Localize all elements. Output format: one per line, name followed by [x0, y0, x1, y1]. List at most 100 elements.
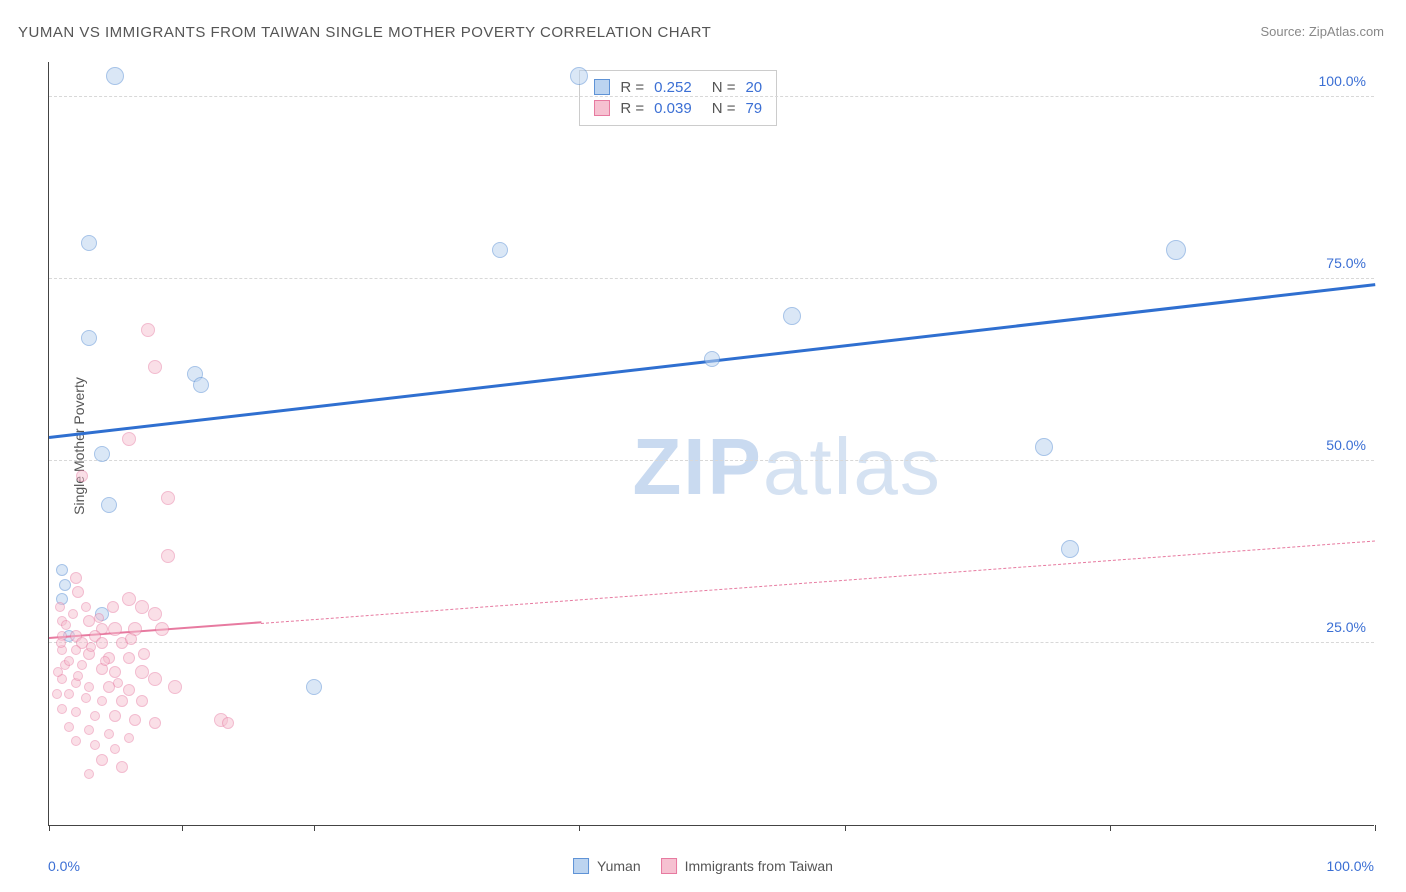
data-point	[83, 615, 95, 627]
data-point	[94, 446, 110, 462]
legend-swatch	[661, 858, 677, 874]
legend-item: Yuman	[573, 858, 641, 874]
data-point	[64, 656, 74, 666]
data-point	[122, 592, 136, 606]
data-point	[1035, 438, 1053, 456]
x-tick	[579, 825, 580, 831]
data-point	[81, 235, 97, 251]
x-tick	[1375, 825, 1376, 831]
legend-item: Immigrants from Taiwan	[661, 858, 833, 874]
data-point	[148, 607, 162, 621]
data-point	[90, 740, 100, 750]
legend-swatch	[594, 100, 610, 116]
watermark-bold: ZIP	[632, 422, 762, 511]
x-tick	[845, 825, 846, 831]
data-point	[168, 680, 182, 694]
watermark: ZIPatlas	[632, 421, 941, 513]
data-point	[81, 602, 91, 612]
data-point	[96, 754, 108, 766]
legend-swatch	[573, 858, 589, 874]
data-point	[90, 711, 100, 721]
data-point	[113, 678, 123, 688]
data-point	[52, 689, 62, 699]
data-point	[61, 620, 71, 630]
source-label: Source: ZipAtlas.com	[1260, 24, 1384, 39]
data-point	[109, 666, 121, 678]
y-tick-label: 100.0%	[1319, 73, 1366, 89]
data-point	[124, 733, 134, 743]
data-point	[71, 736, 81, 746]
data-point	[1166, 240, 1186, 260]
data-point	[81, 330, 97, 346]
data-point	[116, 695, 128, 707]
data-point	[161, 491, 175, 505]
data-point	[72, 586, 84, 598]
stats-n-value: 79	[745, 100, 762, 117]
stats-r-label: R =	[620, 79, 644, 96]
y-tick-label: 75.0%	[1326, 255, 1366, 271]
x-axis-min-label: 0.0%	[48, 858, 80, 874]
data-point	[71, 707, 81, 717]
data-point	[59, 579, 71, 591]
data-point	[56, 564, 68, 576]
data-point	[57, 704, 67, 714]
data-point	[84, 682, 94, 692]
data-point	[86, 642, 96, 652]
data-point	[104, 729, 114, 739]
data-point	[193, 377, 209, 393]
data-point	[53, 667, 63, 677]
stats-r-label: R =	[620, 100, 644, 117]
data-point	[96, 637, 108, 649]
chart-container: YUMAN VS IMMIGRANTS FROM TAIWAN SINGLE M…	[0, 0, 1406, 892]
bottom-legend: Yuman Immigrants from Taiwan	[573, 858, 833, 874]
stats-r-value: 0.252	[654, 79, 692, 96]
data-point	[68, 609, 78, 619]
data-point	[122, 432, 136, 446]
plot-area: ZIPatlas R = 0.252N = 20R = 0.039N = 79 …	[48, 62, 1374, 826]
gridline-h	[49, 278, 1374, 279]
data-point	[129, 714, 141, 726]
data-point	[135, 600, 149, 614]
gridline-h	[49, 460, 1374, 461]
gridline-h	[49, 96, 1374, 97]
y-tick-label: 50.0%	[1326, 437, 1366, 453]
watermark-light: atlas	[763, 422, 942, 511]
data-point	[125, 633, 137, 645]
stats-n-label: N =	[712, 100, 736, 117]
data-point	[155, 622, 169, 636]
stats-row: R = 0.039 N = 79	[594, 98, 762, 119]
data-point	[73, 671, 83, 681]
data-point	[71, 645, 81, 655]
trend-line-dashed	[261, 540, 1375, 624]
data-point	[76, 470, 88, 482]
data-point	[149, 717, 161, 729]
data-point	[110, 744, 120, 754]
data-point	[55, 602, 65, 612]
data-point	[116, 761, 128, 773]
data-point	[64, 722, 74, 732]
x-tick	[49, 825, 50, 831]
data-point	[222, 717, 234, 729]
stats-legend-box: R = 0.252N = 20R = 0.039N = 79	[579, 70, 777, 126]
x-axis-max-label: 100.0%	[1327, 858, 1374, 874]
data-point	[94, 613, 104, 623]
legend-swatch	[594, 79, 610, 95]
data-point	[123, 652, 135, 664]
x-tick	[314, 825, 315, 831]
data-point	[148, 672, 162, 686]
data-point	[161, 549, 175, 563]
data-point	[492, 242, 508, 258]
data-point	[148, 360, 162, 374]
data-point	[141, 323, 155, 337]
legend-label: Yuman	[597, 858, 641, 874]
legend-label: Immigrants from Taiwan	[685, 858, 833, 874]
data-point	[306, 679, 322, 695]
data-point	[97, 696, 107, 706]
stats-r-value: 0.039	[654, 100, 692, 117]
data-point	[81, 693, 91, 703]
data-point	[108, 622, 122, 636]
data-point	[136, 695, 148, 707]
data-point	[1061, 540, 1079, 558]
data-point	[107, 601, 119, 613]
x-tick	[1110, 825, 1111, 831]
